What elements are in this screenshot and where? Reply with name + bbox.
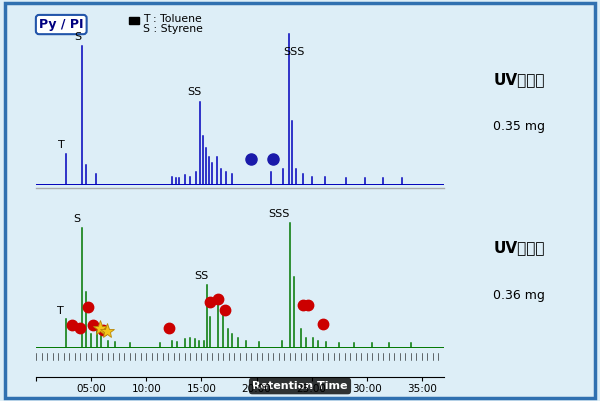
Text: SSS: SSS <box>268 209 289 219</box>
Text: UV照射前: UV照射前 <box>493 72 545 87</box>
Text: 0.35 mg: 0.35 mg <box>493 120 545 133</box>
Text: SS: SS <box>188 87 202 97</box>
Text: S: S <box>73 214 80 224</box>
Text: UV照射後: UV照射後 <box>493 241 545 255</box>
Text: SS: SS <box>194 271 209 281</box>
Text: S: S <box>74 32 81 42</box>
Text: Py / PI: Py / PI <box>39 18 83 31</box>
Text: Retention Time: Retention Time <box>252 381 348 391</box>
FancyBboxPatch shape <box>5 3 595 398</box>
Text: T: T <box>58 306 64 316</box>
Text: SSS: SSS <box>283 47 305 57</box>
Text: 0.36 mg: 0.36 mg <box>493 289 545 302</box>
Text: S : Styrene: S : Styrene <box>143 24 203 34</box>
Bar <box>129 17 139 24</box>
Text: T: T <box>58 140 65 150</box>
Text: T : Toluene: T : Toluene <box>143 14 202 24</box>
